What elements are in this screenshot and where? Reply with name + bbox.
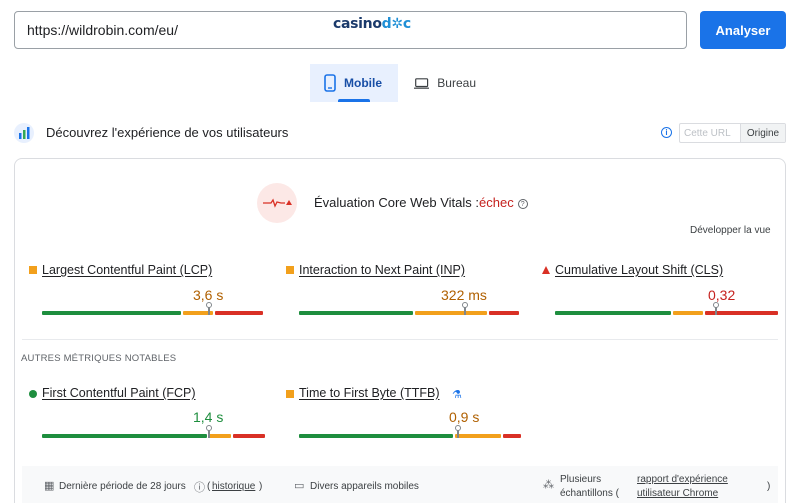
metric-inp-distribution — [299, 311, 521, 315]
gear-icon: ✲ — [391, 16, 403, 32]
paren-close: ) — [259, 481, 263, 492]
metric-ttfb-value: 0,9 s — [449, 409, 480, 425]
scope-toggle[interactable]: Cette URL Origine — [679, 123, 786, 143]
metric-lcp-value: 3,6 s — [193, 287, 224, 303]
metric-ttfb-distribution — [299, 434, 521, 438]
history-link[interactable]: historique — [212, 481, 256, 492]
other-metrics-heading: AUTRES MÉTRIQUES NOTABLES — [21, 353, 177, 364]
metric-fcp-value: 1,4 s — [193, 409, 224, 425]
poor-triangle-icon — [542, 266, 550, 274]
metric-ttfb-marker — [455, 425, 461, 438]
experimental-flask-icon: ⚗ — [452, 389, 462, 401]
tab-mobile-label: Mobile — [344, 76, 382, 90]
casinodoc-logo: casinod✲c — [333, 16, 411, 32]
devices-icon: ▭ — [294, 480, 305, 492]
paren-open: ( — [207, 481, 211, 492]
metric-fcp-name[interactable]: First Contentful Paint (FCP) — [42, 386, 196, 400]
needs-improvement-square-icon — [29, 266, 37, 274]
devices-text: Divers appareils mobiles — [310, 481, 419, 492]
samples-line1: Plusieurs — [560, 474, 602, 485]
metric-inp-marker — [462, 302, 468, 315]
field-data-card — [14, 158, 786, 503]
calendar-icon: ▦ — [44, 480, 55, 492]
users-chart-icon — [14, 123, 34, 143]
period-text: Dernière période de 28 jours — [59, 481, 186, 492]
tab-mobile[interactable]: Mobile — [310, 64, 398, 102]
data-source-footer — [22, 466, 778, 503]
metric-inp-value: 322 ms — [441, 287, 487, 303]
section-title: Découvrez l'expérience de vos utilisateu… — [46, 125, 289, 140]
metric-lcp-name[interactable]: Largest Contentful Paint (LCP) — [42, 263, 213, 277]
divider — [22, 339, 778, 340]
good-circle-icon — [29, 390, 37, 398]
metric-fcp-marker — [206, 425, 212, 438]
assessment-result: échec — [479, 195, 514, 210]
metric-cls-value: 0,32 — [708, 287, 736, 303]
help-icon[interactable]: ⓘ — [194, 482, 205, 494]
metric-lcp-marker — [206, 302, 212, 315]
failed-assessment-icon — [257, 183, 297, 223]
info-icon[interactable]: i — [661, 127, 672, 138]
needs-improvement-square-icon — [286, 266, 294, 274]
metric-ttfb-name[interactable]: Time to First Byte (TTFB) — [299, 386, 440, 400]
cwv-assessment: Évaluation Core Web Vitals :échec? — [314, 195, 528, 210]
toggle-this-url[interactable]: Cette URL — [680, 124, 741, 142]
expand-view-link[interactable]: Développer la vue — [690, 225, 771, 236]
tab-desktop-label: Bureau — [437, 76, 476, 90]
assessment-label: Évaluation Core Web Vitals : — [314, 195, 479, 210]
crux-report-link-line2[interactable]: utilisateur Chrome — [637, 488, 719, 499]
toggle-origin[interactable]: Origine — [741, 124, 785, 142]
smartphone-icon — [324, 74, 336, 92]
metric-lcp-distribution — [42, 311, 265, 315]
analyse-button[interactable]: Analyser — [700, 11, 786, 49]
help-icon[interactable]: ? — [517, 198, 528, 209]
laptop-icon — [414, 77, 430, 89]
tab-desktop[interactable]: Bureau — [400, 64, 490, 102]
samples-line2: échantillons ( — [560, 488, 619, 499]
crux-report-link[interactable]: rapport d'expérience — [637, 474, 728, 485]
metric-cls-marker — [713, 302, 719, 315]
metric-fcp-distribution — [42, 434, 265, 438]
samples-icon: ⁂ — [543, 479, 554, 491]
metric-cls-distribution — [555, 311, 778, 315]
metric-cls-name[interactable]: Cumulative Layout Shift (CLS) — [555, 263, 724, 277]
needs-improvement-square-icon — [286, 390, 294, 398]
metric-inp-name[interactable]: Interaction to Next Paint (INP) — [299, 263, 466, 277]
samples-close-paren: ) — [767, 481, 771, 492]
url-input[interactable]: https://wildrobin.com/eu/ — [14, 11, 687, 49]
